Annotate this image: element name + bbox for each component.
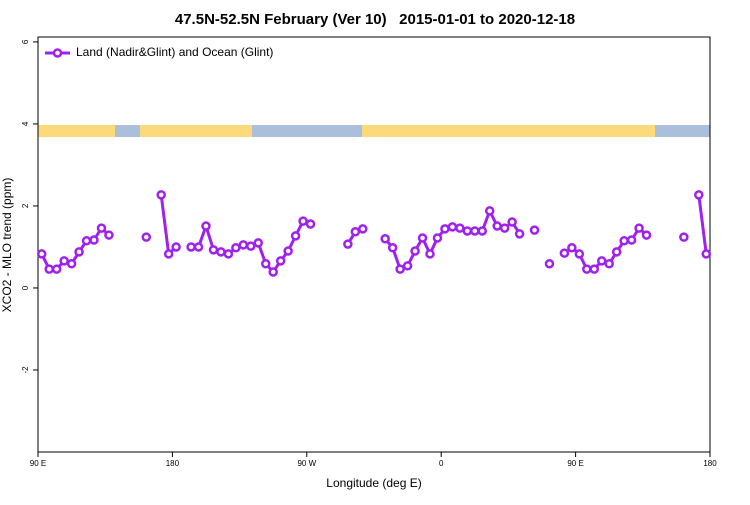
point xyxy=(208,245,219,255)
point xyxy=(470,226,480,236)
point xyxy=(440,224,450,234)
land-band xyxy=(38,125,115,137)
point xyxy=(283,246,293,256)
point xyxy=(567,243,577,253)
point xyxy=(507,217,517,227)
point xyxy=(89,235,99,245)
point xyxy=(290,231,301,241)
point xyxy=(186,242,196,252)
point xyxy=(380,234,390,244)
point xyxy=(358,224,368,234)
point xyxy=(604,259,614,269)
point xyxy=(634,223,644,233)
point xyxy=(275,256,286,266)
point xyxy=(499,223,510,233)
y-tick-label: 4 xyxy=(21,121,30,126)
point xyxy=(171,242,181,252)
map-strip xyxy=(38,125,710,137)
plot-frame xyxy=(37,36,711,453)
y-tick-label: 2 xyxy=(21,203,30,208)
chart-title: 47.5N-52.5N February (Ver 10) 2015-01-01… xyxy=(175,11,575,28)
y-tick-label: 0 xyxy=(21,285,30,290)
point xyxy=(231,243,241,253)
point xyxy=(387,243,398,253)
point xyxy=(193,242,204,252)
point xyxy=(514,229,525,239)
point xyxy=(574,249,585,259)
y-tick-label: 6 xyxy=(21,39,30,44)
x-axis-label: Longitude (deg E) xyxy=(326,476,421,490)
point xyxy=(626,235,637,245)
point xyxy=(163,249,174,259)
point xyxy=(305,219,316,229)
point xyxy=(589,264,600,274)
point xyxy=(582,264,592,274)
point xyxy=(484,206,495,216)
x-tick-label: 0 xyxy=(439,459,444,468)
land-band xyxy=(140,125,252,137)
point xyxy=(619,236,629,246)
point xyxy=(544,259,555,269)
point xyxy=(694,190,704,200)
point xyxy=(641,230,652,240)
point xyxy=(201,221,211,231)
point xyxy=(96,223,107,233)
point xyxy=(395,264,405,274)
point xyxy=(402,261,413,271)
x-tick-label: 180 xyxy=(703,459,717,468)
point xyxy=(51,264,62,274)
legend-marker xyxy=(52,48,63,58)
point xyxy=(104,230,114,240)
point xyxy=(529,225,540,235)
point xyxy=(253,238,264,248)
x-tick-label: 90 E xyxy=(30,459,46,468)
point xyxy=(260,259,271,269)
x-tick-label: 90 E xyxy=(567,459,583,468)
point xyxy=(425,249,435,259)
point xyxy=(417,233,428,243)
point xyxy=(492,221,502,231)
point xyxy=(462,226,473,236)
point xyxy=(679,232,689,242)
legend-label: Land (Nadir&Glint) and Ocean (Glint) xyxy=(76,45,273,59)
point xyxy=(343,239,353,249)
point xyxy=(216,247,226,257)
land-band xyxy=(362,125,655,137)
point xyxy=(156,190,166,200)
y-tick-label: -2 xyxy=(21,366,30,374)
point xyxy=(410,246,420,256)
point xyxy=(246,241,256,251)
x-tick-label: 90 W xyxy=(297,459,316,468)
point xyxy=(268,267,278,277)
point xyxy=(238,240,249,250)
point xyxy=(477,226,488,236)
point xyxy=(141,232,152,242)
point xyxy=(455,223,465,233)
point xyxy=(596,256,607,266)
point xyxy=(701,249,712,259)
point xyxy=(44,264,54,274)
point xyxy=(432,233,443,243)
point xyxy=(36,249,47,259)
point xyxy=(559,248,570,258)
point xyxy=(81,236,92,246)
point xyxy=(59,256,69,266)
point xyxy=(447,222,458,232)
point xyxy=(350,227,361,237)
point xyxy=(74,247,84,257)
point xyxy=(611,247,622,257)
y-axis-label: XCO2 - MLO trend (ppm) xyxy=(0,178,14,313)
x-tick-label: 180 xyxy=(166,459,180,468)
point xyxy=(298,216,308,226)
point xyxy=(66,259,77,269)
point xyxy=(223,249,234,259)
